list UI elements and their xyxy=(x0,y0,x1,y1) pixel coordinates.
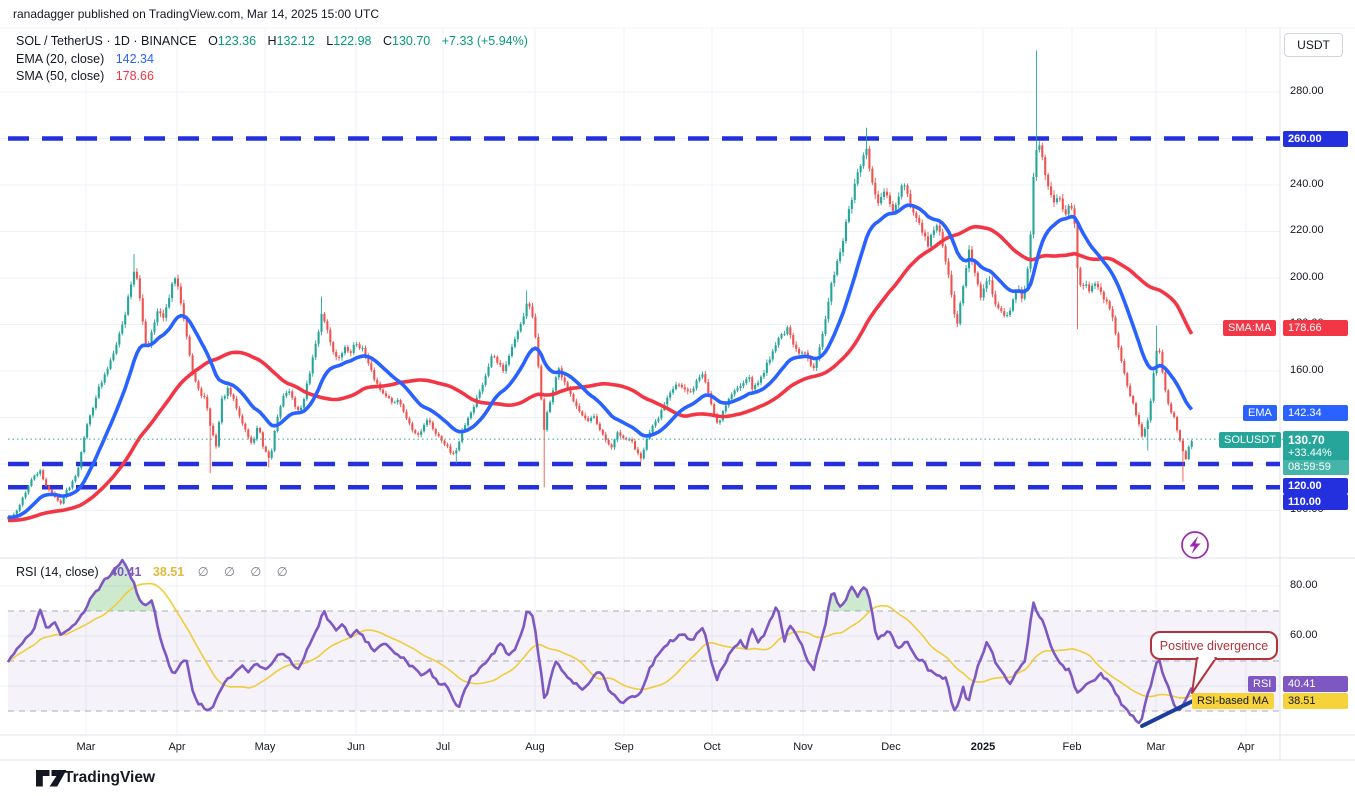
time-label-Jul: Jul xyxy=(435,741,451,753)
candles xyxy=(6,50,1193,520)
time-label-May: May xyxy=(254,741,276,753)
change-value: +7.33 (+5.94%) xyxy=(441,34,528,48)
last-price-box: 130.70 +33.44% 08:59:59 xyxy=(1283,431,1349,475)
symbol-row: SOL / TetherUS · 1D · BINANCE O123.36 H1… xyxy=(16,33,528,51)
time-label-Sep: Sep xyxy=(614,741,634,753)
rsi-tick-60.00: 60.00 xyxy=(1290,629,1318,641)
ema-legend-row: EMA (20, close) 142.34 xyxy=(16,51,528,69)
chart-legend: SOL / TetherUS · 1D · BINANCE O123.36 H1… xyxy=(16,33,528,86)
rsi-axis-tag: RSI xyxy=(1248,676,1277,692)
time-label-Apr: Apr xyxy=(168,741,186,753)
sma-axis-value: 178.66 xyxy=(1283,320,1348,336)
ohlc-open-label: O xyxy=(208,34,218,48)
time-label-Jun: Jun xyxy=(347,741,365,753)
price-tick-160.00: 160.00 xyxy=(1290,364,1324,376)
level-260-label: 260.00 xyxy=(1283,131,1348,147)
last-price-value: 130.70 xyxy=(1288,433,1325,447)
rsi-label: RSI (14, close) xyxy=(16,565,99,579)
time-label-2025: 2025 xyxy=(970,741,996,753)
bar-countdown: 08:59:59 xyxy=(1283,460,1349,475)
ema-axis-value: 142.34 xyxy=(1283,405,1348,421)
sma-legend-row: SMA (50, close) 178.66 xyxy=(16,68,528,86)
time-label-Mar: Mar xyxy=(1146,741,1166,753)
time-label-Mar: Mar xyxy=(76,741,96,753)
rsi-ma-value: 38.51 xyxy=(152,565,185,579)
price-tick-220.00: 220.00 xyxy=(1290,224,1324,236)
rsi-empty-markers: ∅ ∅ ∅ ∅ xyxy=(197,565,294,579)
ohlc-close-value: 130.70 xyxy=(392,34,431,48)
price-tick-240.00: 240.00 xyxy=(1290,178,1324,190)
tradingview-brand-text: TradingView xyxy=(64,769,156,786)
rsi-tick-80.00: 80.00 xyxy=(1290,579,1318,591)
rsi-axis-value: 40.41 xyxy=(1283,676,1348,692)
rsi-ma-axis-value: 38.51 xyxy=(1283,693,1348,709)
sma-axis-tag: SMA:MA xyxy=(1223,320,1277,336)
time-label-Dec: Dec xyxy=(881,741,901,753)
last-price-change: +33.44% xyxy=(1288,447,1332,459)
ema-label: EMA (20, close) xyxy=(16,51,105,66)
rsi-value: 40.41 xyxy=(110,565,142,579)
sma-label: SMA (50, close) xyxy=(16,69,105,83)
price-tick-200.00: 200.00 xyxy=(1290,271,1324,283)
published-byline: ranadagger published on TradingView.com,… xyxy=(13,7,380,21)
time-label-Oct: Oct xyxy=(703,741,721,753)
level-110-label: 110.00 xyxy=(1283,494,1348,510)
rsi-ma-axis-tag: RSI-based MA xyxy=(1192,693,1274,709)
rsi-legend: RSI (14, close) 40.41 38.51 ∅ ∅ ∅ ∅ xyxy=(16,564,294,579)
sma-value: 178.66 xyxy=(115,69,154,83)
tradingview-logo-icon xyxy=(36,770,67,787)
lightning-icon[interactable] xyxy=(1181,531,1209,559)
ohlc-low-label: L xyxy=(326,34,334,48)
currency-unit-button[interactable]: USDT xyxy=(1284,33,1343,57)
symbol-axis-tag: SOLUSDT xyxy=(1219,432,1281,448)
level-120-label: 120.00 xyxy=(1283,478,1348,494)
ema-axis-tag: EMA xyxy=(1243,405,1277,421)
ema-value: 142.34 xyxy=(115,51,154,66)
time-label-Aug: Aug xyxy=(525,741,545,753)
price-tick-280.00: 280.00 xyxy=(1290,85,1324,97)
ohlc-high-label: H xyxy=(267,34,277,48)
time-label-Feb: Feb xyxy=(1062,741,1082,753)
positive-divergence-callout[interactable]: Positive divergence xyxy=(1159,638,1269,653)
ohlc-close-label: C xyxy=(382,34,392,48)
ohlc-high-value: 132.12 xyxy=(276,34,315,48)
divergence-trendline[interactable] xyxy=(1140,695,1203,728)
ohlc-open-value: 123.36 xyxy=(217,34,257,48)
ohlc-low-value: 122.98 xyxy=(333,34,372,48)
symbol-title: SOL / TetherUS · 1D · BINANCE xyxy=(16,34,197,48)
time-label-Apr: Apr xyxy=(1237,741,1255,753)
time-label-Nov: Nov xyxy=(793,741,813,753)
